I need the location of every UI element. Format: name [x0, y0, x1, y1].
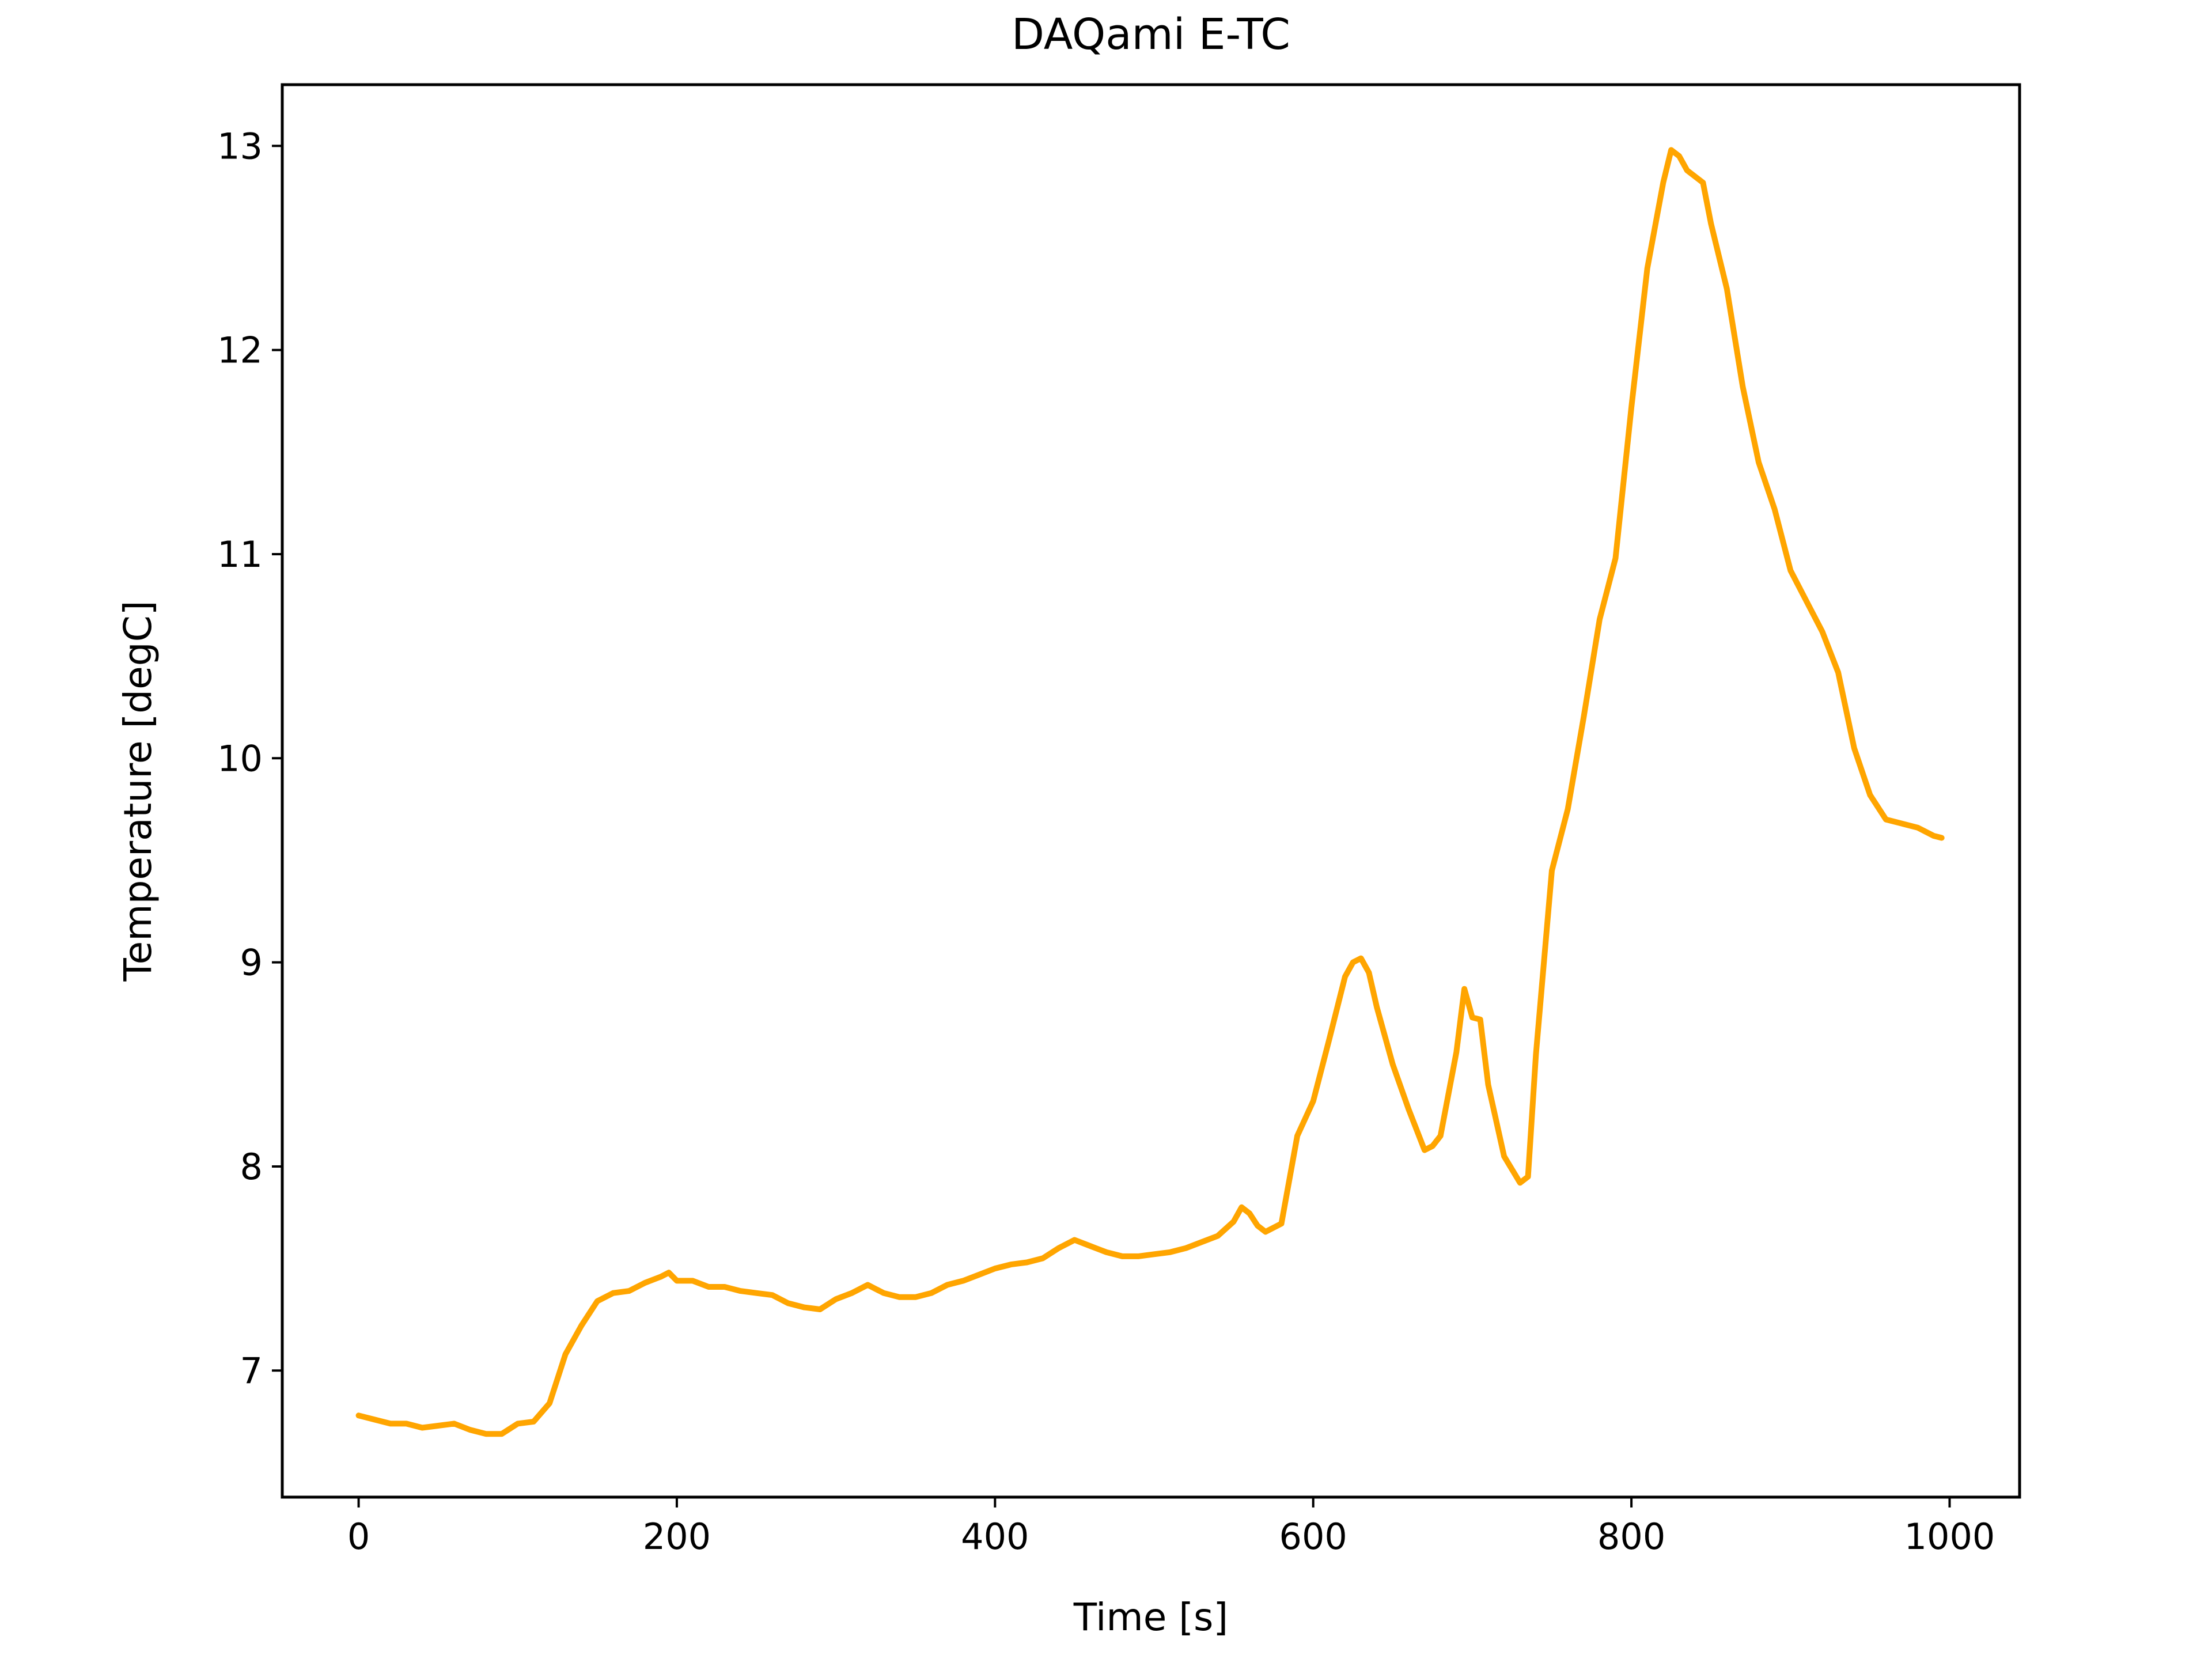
- x-tick-label: 0: [347, 1516, 370, 1558]
- x-tick-label: 400: [961, 1516, 1029, 1558]
- x-tick-label: 600: [1279, 1516, 1347, 1558]
- temperature-series-line: [355, 147, 1945, 1437]
- x-axis-ticks: 0 200 400 600 800 1000: [347, 1497, 1995, 1558]
- x-tick-label: 200: [643, 1516, 711, 1558]
- y-tick-label: 9: [240, 942, 263, 984]
- series-layer: [355, 147, 1945, 1437]
- x-tick-label: 800: [1597, 1516, 1665, 1558]
- y-tick-label: 13: [217, 125, 263, 167]
- y-tick-label: 7: [240, 1350, 263, 1392]
- y-axis-ticks: 7 8 9 10 11 12 13: [217, 125, 282, 1392]
- y-axis-label: Temperature [degC]: [116, 600, 160, 982]
- y-tick-label: 11: [217, 533, 263, 575]
- plot-frame: [281, 83, 2021, 1499]
- y-tick-label: 12: [217, 329, 263, 372]
- y-tick-label: 10: [217, 737, 263, 779]
- x-tick-label: 1000: [1904, 1516, 1995, 1558]
- x-axis-label: Time [s]: [1073, 1595, 1228, 1639]
- y-tick-label: 8: [240, 1146, 263, 1188]
- chart-title: DAQami E-TC: [1012, 10, 1290, 59]
